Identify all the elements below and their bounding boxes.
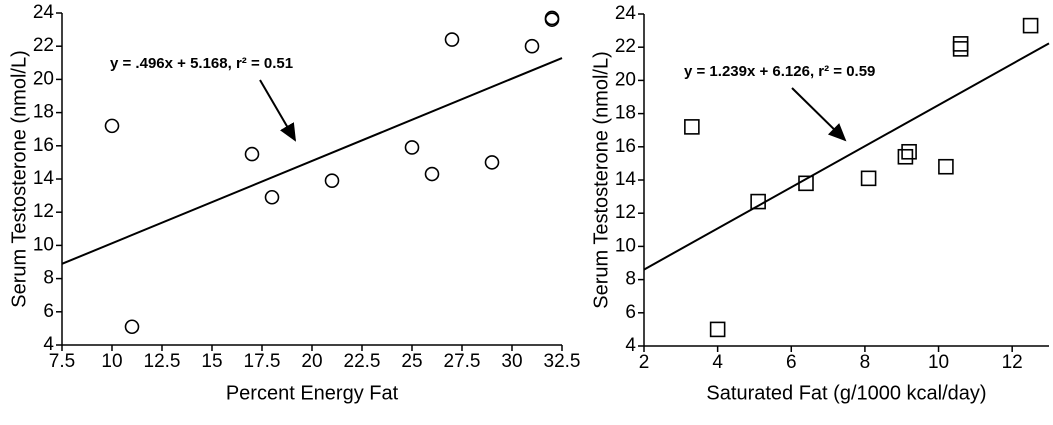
y-tick-label: 22 [615,36,636,57]
point [404,140,420,155]
x-tick-label: 12.5 [144,351,181,372]
y-tick-label: 20 [615,69,636,90]
arrow [791,87,847,142]
point [860,170,877,187]
point [444,32,460,47]
point [709,321,726,338]
point [544,12,560,27]
x-tick-label: 20 [301,351,322,372]
point [952,36,969,52]
y-tick-label: 20 [33,68,54,89]
x-tick-label: 8 [860,352,871,373]
x-tick-label: 4 [712,352,723,373]
point [244,146,260,162]
point [938,158,954,175]
y-tick-label: 16 [33,135,54,156]
arrow [259,79,297,142]
point [750,193,766,210]
annotation: y = 1.239x + 6.126, r² = 0.59 [684,63,875,80]
y-tick-label: 24 [615,3,637,24]
y-tick-label: 10 [615,235,636,256]
y-tick-label: 12 [615,202,636,223]
x-tick-label: 6 [786,352,797,373]
x-tick-label: 30 [501,351,522,372]
x-tick-label: 12 [1002,352,1023,373]
point [124,319,140,335]
point [484,155,500,170]
x-tick-label: 10 [928,352,949,373]
y-axis-title: Serum Testosterone (nmol/L) [590,51,612,309]
x-tick-label: 17.5 [244,351,281,372]
trend-line [643,42,1050,271]
y-tick-label: 6 [43,301,54,322]
y-axis-title: Serum Testosterone (nmol/L) [8,50,30,308]
x-tick-label: 10 [101,351,122,372]
x-tick-label: 32.5 [544,351,581,372]
point [264,189,280,205]
trend-line [61,57,563,265]
point [524,38,540,54]
y-tick-label: 4 [43,334,54,355]
y-tick-label: 16 [615,136,636,157]
y-tick-label: 22 [33,35,54,56]
point [104,118,120,134]
y-tick-label: 4 [625,335,636,356]
point [1022,17,1039,34]
point [798,175,814,192]
point [684,119,700,135]
x-tick-label: 2 [639,352,650,373]
y-tick-label: 18 [615,103,636,124]
y-tick-label: 10 [33,234,54,255]
point [901,143,917,160]
point [324,173,340,188]
x-tick-label: 22.5 [344,351,381,372]
y-tick-label: 18 [33,102,54,123]
x-axis-title: Percent Energy Fat [226,382,399,404]
y-tick-label: 24 [33,2,55,23]
y-tick-label: 8 [625,269,636,290]
x-tick-label: 27.5 [444,351,481,372]
point [897,148,914,165]
y-tick-label: 8 [43,268,54,289]
y-tick-label: 6 [625,302,636,323]
y-tick-label: 12 [33,201,54,222]
annotation: y = .496x + 5.168, r² = 0.51 [110,55,293,72]
y-tick-label: 14 [615,169,637,190]
y-tick-label: 14 [33,168,55,189]
x-tick-label: 7.5 [49,351,75,372]
point [424,166,440,182]
point [952,41,969,57]
x-tick-label: 15 [201,351,222,372]
x-tick-label: 25 [401,351,422,372]
x-axis-title: Saturated Fat (g/1000 kcal/day) [706,382,986,404]
